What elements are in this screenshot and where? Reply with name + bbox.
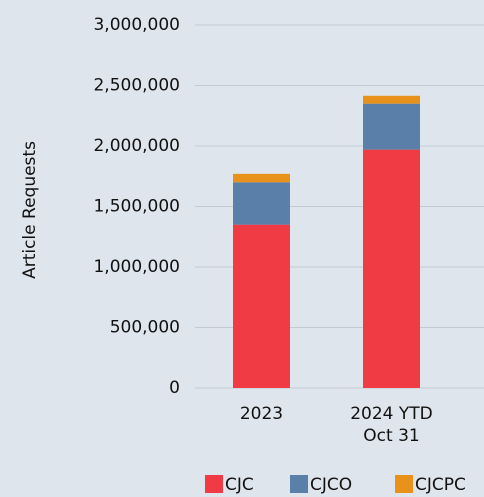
legend-label: CJCO xyxy=(310,475,352,495)
bar-segment xyxy=(363,95,420,104)
y-tick-label: 2,000,000 xyxy=(93,136,180,156)
x-tick-label: 2024 YTD Oct 31 xyxy=(350,404,433,446)
y-tick-label: 500,000 xyxy=(110,318,180,338)
bar-segment xyxy=(363,149,420,388)
y-tick-label: 1,500,000 xyxy=(93,197,180,217)
y-tick-label: 0 xyxy=(169,378,180,398)
y-axis-title: Article Requests xyxy=(20,141,40,279)
bar-segment xyxy=(233,173,290,183)
x-tick-label: 2023 xyxy=(240,404,283,424)
legend-label: CJCPC xyxy=(415,475,466,495)
y-tick-label: 2,500,000 xyxy=(93,76,180,96)
bar-segment xyxy=(363,103,420,150)
legend-swatch xyxy=(205,475,223,493)
y-tick-label: 1,000,000 xyxy=(93,257,180,277)
bar-segment xyxy=(233,182,290,225)
bar-segment xyxy=(233,224,290,388)
y-tick-label: 3,000,000 xyxy=(93,15,180,35)
legend-swatch xyxy=(395,475,413,493)
legend-swatch xyxy=(290,475,308,493)
legend-label: CJC xyxy=(225,475,254,495)
